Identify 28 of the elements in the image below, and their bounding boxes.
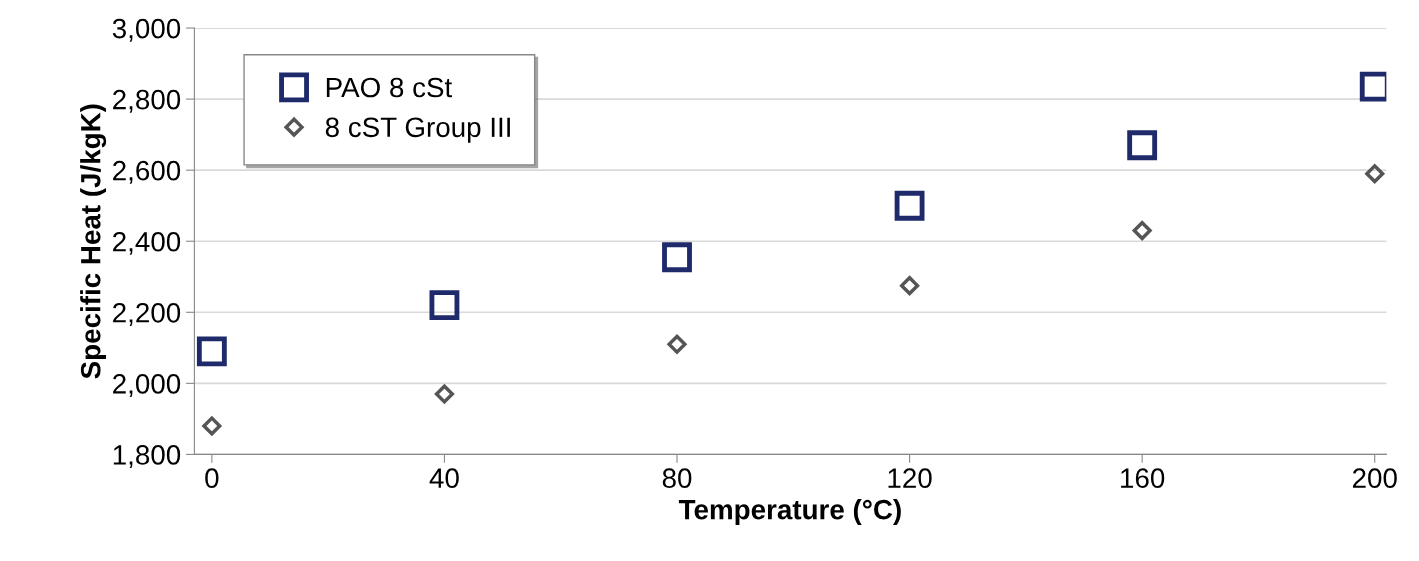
x-tick-label: 200 [1352,468,1397,489]
legend-label: 8 cST Group III [325,117,510,143]
point [1365,164,1385,184]
y-tick-label: 2,400 [113,231,181,255]
point [429,290,460,321]
y-tick-label: 2,000 [113,374,181,397]
point [899,276,920,296]
point [1127,130,1158,161]
x-tick-label: 80 [662,468,692,489]
x-tick-label: 120 [888,468,932,489]
x-tick-label: 0 [205,468,219,489]
legend-label: PAO 8 cSt [326,77,453,98]
y-tick-label: 2,800 [113,89,181,113]
x-tick-label: 160 [1121,468,1165,489]
point [662,242,692,273]
y-tick-label: 2,600 [113,160,181,184]
point [196,336,227,367]
x-axis-title: Temperature (°C) [678,499,901,525]
point [434,384,455,404]
x-tick-label: 40 [429,468,459,489]
y-axis-title: Specific Heat (J/kgK) [80,104,107,379]
y-tick-label: 3,000 [112,18,181,42]
point [202,416,222,436]
y-tick-label: 2,200 [113,302,181,326]
y-tick-label: 1,800 [113,445,181,469]
point [894,190,925,221]
point [1132,220,1152,241]
point [667,334,687,354]
